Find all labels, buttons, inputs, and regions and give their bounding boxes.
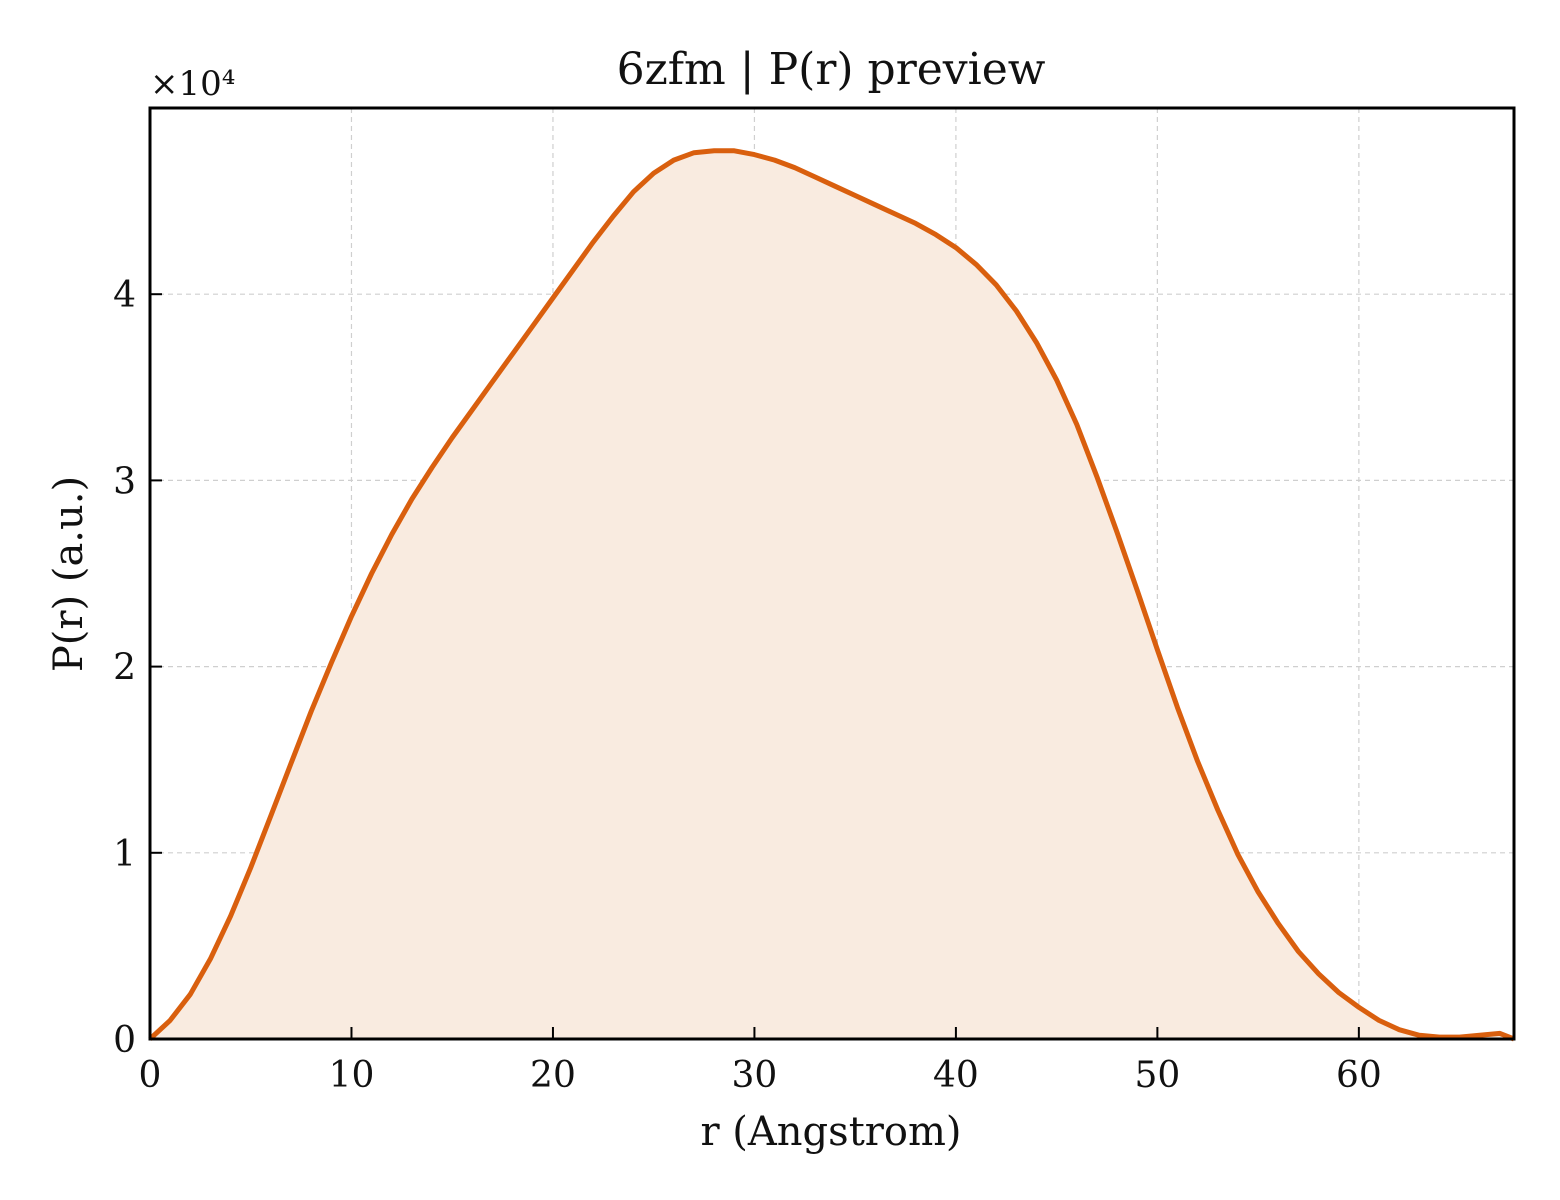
y-tick-label: 3	[113, 461, 136, 502]
y-tick-label: 1	[113, 834, 136, 875]
x-tick-label: 20	[530, 1055, 576, 1096]
pr-area-fill	[150, 150, 1514, 1040]
y-tick-label: 4	[113, 275, 136, 316]
chart-title: 6zfm | P(r) preview	[617, 44, 1046, 95]
y-tick-label: 0	[113, 1020, 136, 1061]
y-axis-label: P(r) (a.u.)	[46, 476, 92, 672]
plot-frame	[148, 106, 1516, 1041]
tick-layer: 0 10 20 30 40 50 60 0 1 2 3 4	[113, 275, 1382, 1096]
x-axis-label: r (Angstrom)	[700, 1109, 961, 1155]
x-tick-label: 10	[329, 1055, 375, 1096]
y-axis-multiplier: ×10⁴	[150, 64, 235, 104]
x-tick-label: 0	[139, 1055, 162, 1096]
pr-series-line	[148, 148, 1515, 1042]
x-tick-label: 50	[1134, 1055, 1180, 1096]
x-tick-label: 30	[732, 1055, 778, 1096]
x-tick-label: 40	[933, 1055, 979, 1096]
x-tick-label: 60	[1336, 1055, 1382, 1096]
y-tick-label: 2	[113, 648, 136, 689]
